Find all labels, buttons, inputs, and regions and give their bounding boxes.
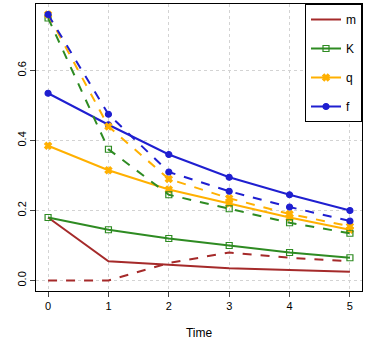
svg-text:4: 4 — [286, 300, 292, 312]
svg-text:f: f — [346, 100, 350, 114]
svg-text:0.4: 0.4 — [16, 131, 28, 146]
svg-text:3: 3 — [226, 300, 232, 312]
svg-text:0.6: 0.6 — [16, 61, 28, 76]
svg-text:K: K — [346, 42, 354, 56]
svg-text:m: m — [346, 13, 356, 27]
svg-text:0.0: 0.0 — [16, 271, 28, 286]
svg-text:0: 0 — [45, 300, 51, 312]
svg-text:q: q — [346, 71, 353, 85]
svg-text:2: 2 — [166, 300, 172, 312]
svg-text:0.2: 0.2 — [16, 201, 28, 216]
svg-text:Time: Time — [186, 326, 213, 340]
svg-text:1: 1 — [105, 300, 111, 312]
svg-text:5: 5 — [347, 300, 353, 312]
